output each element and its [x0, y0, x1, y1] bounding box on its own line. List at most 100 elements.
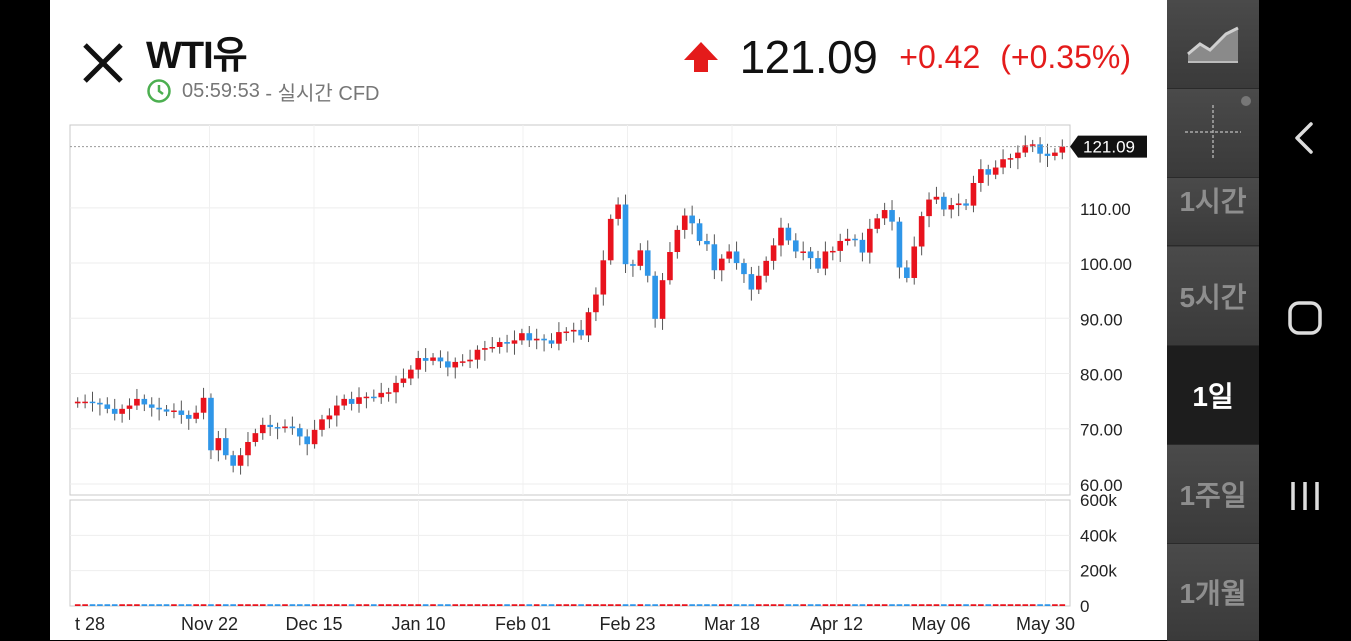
volume-bar [252, 604, 259, 606]
candle-body [482, 348, 488, 350]
candle-body [89, 401, 96, 404]
candle-body [348, 398, 355, 404]
volume-bar [778, 604, 784, 606]
candle-body [341, 398, 348, 406]
volume-bar [1029, 604, 1036, 606]
volume-bar [326, 604, 333, 606]
interval-1-day[interactable]: 1일 [1167, 346, 1259, 445]
candle-body [815, 258, 821, 269]
volume-bar [578, 604, 584, 606]
candle-body [607, 218, 614, 261]
volume-bar [296, 604, 303, 606]
x-tick-label: Apr 12 [810, 614, 863, 634]
volume-bar [733, 604, 740, 606]
home-icon[interactable] [1281, 294, 1329, 342]
volume-tick-label: 0 [1080, 597, 1089, 616]
volume-bar [237, 604, 244, 606]
volume-bar [319, 604, 325, 606]
volume-bar [482, 604, 488, 606]
price-tick-label: 110.00 [1080, 200, 1131, 219]
volume-bar [644, 604, 651, 606]
crosshair-button[interactable] [1167, 89, 1259, 178]
candle-body [519, 333, 525, 341]
volume-bar [141, 604, 148, 606]
volume-bar [185, 604, 192, 606]
candle-body [644, 250, 651, 276]
candle-body [496, 342, 503, 347]
interval-5-hours[interactable]: 5시간 [1167, 247, 1259, 346]
x-tick-label: t 28 [75, 614, 105, 634]
volume-bar [1022, 604, 1029, 606]
candle-body [792, 240, 799, 252]
volume-bar [245, 604, 251, 606]
candle-body [385, 392, 392, 394]
last-price-marker [1070, 135, 1147, 158]
quote-timestamp: 05:59:53 [182, 79, 260, 102]
chart-type-button[interactable] [1167, 0, 1259, 89]
volume-bar [755, 604, 762, 606]
volume-bar [504, 604, 510, 606]
volume-bar [593, 604, 599, 606]
candle-body [681, 215, 688, 230]
candle-body [333, 405, 340, 416]
candle-body [674, 229, 681, 253]
interval-label: 1일 [1192, 381, 1234, 412]
volume-bar [1007, 604, 1014, 606]
candle-body [363, 396, 370, 399]
last-price-label: 121.09 [1083, 138, 1135, 157]
candle-body [992, 167, 999, 175]
candle-body [948, 205, 955, 210]
chart-screen: WTI유 05:59:53 - 실시간 CFD 121.09 +0.42 (+0… [50, 0, 1167, 640]
candle-body [467, 359, 473, 362]
volume-bar [452, 604, 459, 606]
candle-body [511, 340, 518, 344]
candle-body [533, 338, 540, 341]
x-tick-label: Mar 18 [704, 614, 760, 634]
last-price: 121.09 [739, 31, 878, 83]
candle-body [459, 361, 466, 363]
price-tick-label: 60.00 [1080, 476, 1123, 495]
interval-1-week[interactable]: 1주일 [1167, 445, 1259, 544]
volume-bar [630, 604, 636, 606]
volume-bar [948, 604, 955, 606]
interval-1-month[interactable]: 1개월 [1167, 544, 1259, 641]
candle-body [252, 433, 259, 442]
candle-body [422, 358, 429, 361]
back-icon[interactable] [1281, 114, 1329, 162]
candle-body [326, 415, 333, 420]
volume-bar [74, 604, 81, 606]
candle-body [941, 196, 947, 210]
volume-bar [615, 604, 621, 606]
volume-bar [800, 604, 807, 606]
candle-body [867, 228, 873, 253]
candle-body [141, 398, 148, 405]
volume-bar [792, 604, 799, 606]
x-tick-label: Feb 01 [495, 614, 551, 634]
volume-bar [119, 604, 125, 606]
volume-bar [519, 604, 525, 606]
candle-body [918, 216, 925, 247]
volume-bar [148, 604, 155, 606]
close-icon[interactable] [80, 40, 126, 86]
x-tick-label: Feb 23 [599, 614, 655, 634]
recent-apps-icon[interactable] [1281, 472, 1329, 520]
candle-body [119, 408, 125, 414]
volume-bar [474, 604, 481, 606]
candle-body [667, 252, 673, 281]
interval-1-hour[interactable]: 1시간 [1167, 178, 1259, 246]
candle-body [985, 169, 992, 175]
candle-body [393, 382, 399, 393]
candle-body [733, 251, 740, 264]
volume-bar [156, 604, 162, 606]
left-edge [0, 0, 50, 640]
volume-bar [637, 604, 644, 606]
candle-body [718, 258, 725, 271]
candle-body [955, 203, 962, 206]
volume-bar [341, 604, 348, 606]
candle-body [1022, 145, 1029, 153]
volume-bar [985, 604, 992, 606]
line-chart-icon [1187, 26, 1239, 63]
volume-bar [718, 604, 725, 606]
candle-body [904, 267, 910, 278]
